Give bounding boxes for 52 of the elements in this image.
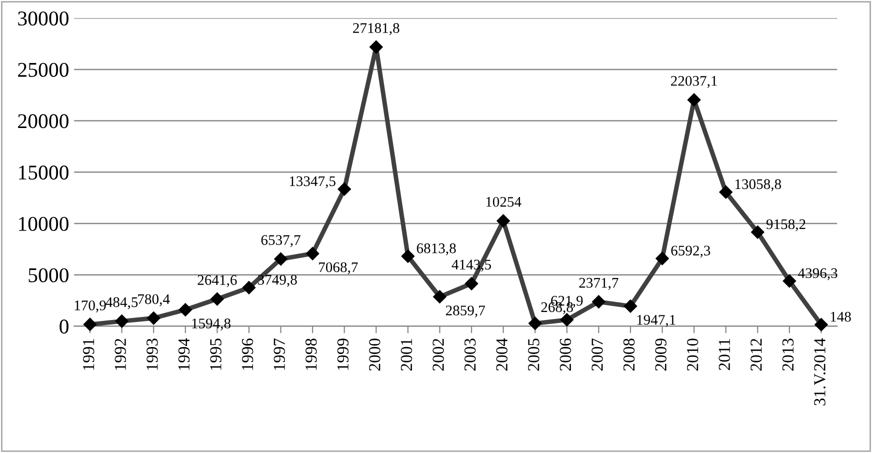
data-label: 27181,8	[353, 23, 400, 36]
data-label: 6592,3	[671, 246, 710, 258]
data-label: 7068,7	[319, 262, 358, 274]
y-tick-label: 30000	[18, 11, 68, 26]
y-tick-label: 15000	[19, 166, 68, 180]
data-label: 13058,8	[735, 179, 782, 192]
x-tick-label: 2004	[496, 338, 508, 371]
data-label: 22037,1	[671, 76, 717, 88]
x-tick-label: 1996	[242, 338, 254, 370]
y-tick-label: 5000	[28, 268, 68, 282]
x-tick-label: 1992	[114, 338, 126, 370]
x-tick-label: 2008	[623, 338, 635, 371]
x-tick-label: 2011	[718, 338, 730, 370]
data-label: 148	[830, 312, 851, 322]
data-label: 9158,2	[766, 219, 806, 232]
x-tick-label: 31.V.2014	[814, 338, 826, 406]
data-label: 6537,7	[261, 235, 300, 248]
data-label: 6813,8	[416, 243, 456, 256]
x-tick-label: 2001	[400, 338, 412, 371]
x-tick-label: 2007	[592, 338, 603, 371]
x-tick-label: 2013	[782, 338, 794, 371]
x-tick-label: 1995	[210, 338, 222, 370]
x-tick-label: 2006	[560, 338, 572, 371]
x-tick-label: 2002	[432, 338, 444, 371]
x-tick-label: 1991	[82, 338, 94, 370]
data-label: 2641,6	[198, 275, 237, 288]
x-tick-label: 2003	[464, 338, 476, 371]
x-tick-label: 2005	[528, 338, 540, 371]
x-tick-label: 2010	[686, 338, 698, 371]
data-label: 484,5	[106, 297, 138, 310]
x-tick-label: 2012	[750, 338, 762, 371]
data-label: 2371,7	[579, 278, 618, 290]
data-label: 3749,8	[258, 274, 297, 287]
data-label: 10254	[486, 196, 522, 207]
x-tick-label: 2000	[369, 338, 380, 371]
x-tick-label: 1998	[305, 338, 317, 370]
data-label: 13347,5	[290, 176, 336, 188]
y-tick-label: 0	[60, 320, 68, 334]
data-label: 170,9	[74, 300, 106, 312]
x-tick-label: 1999	[337, 338, 349, 370]
data-label: 2859,7	[446, 306, 485, 318]
data-label: 1594,8	[192, 318, 230, 330]
data-label: 1947,1	[637, 314, 676, 327]
data-label: 780,4	[138, 294, 170, 306]
y-tick-label: 10000	[19, 216, 68, 231]
data-label: 4396,3	[798, 268, 838, 280]
x-tick-label: 2009	[655, 338, 666, 371]
y-tick-label: 20000	[18, 114, 68, 128]
x-tick-label: 1993	[146, 338, 158, 370]
y-tick-label: 25000	[18, 62, 68, 77]
x-tick-label: 1997	[274, 338, 285, 370]
x-tick-label: 1994	[178, 338, 190, 370]
